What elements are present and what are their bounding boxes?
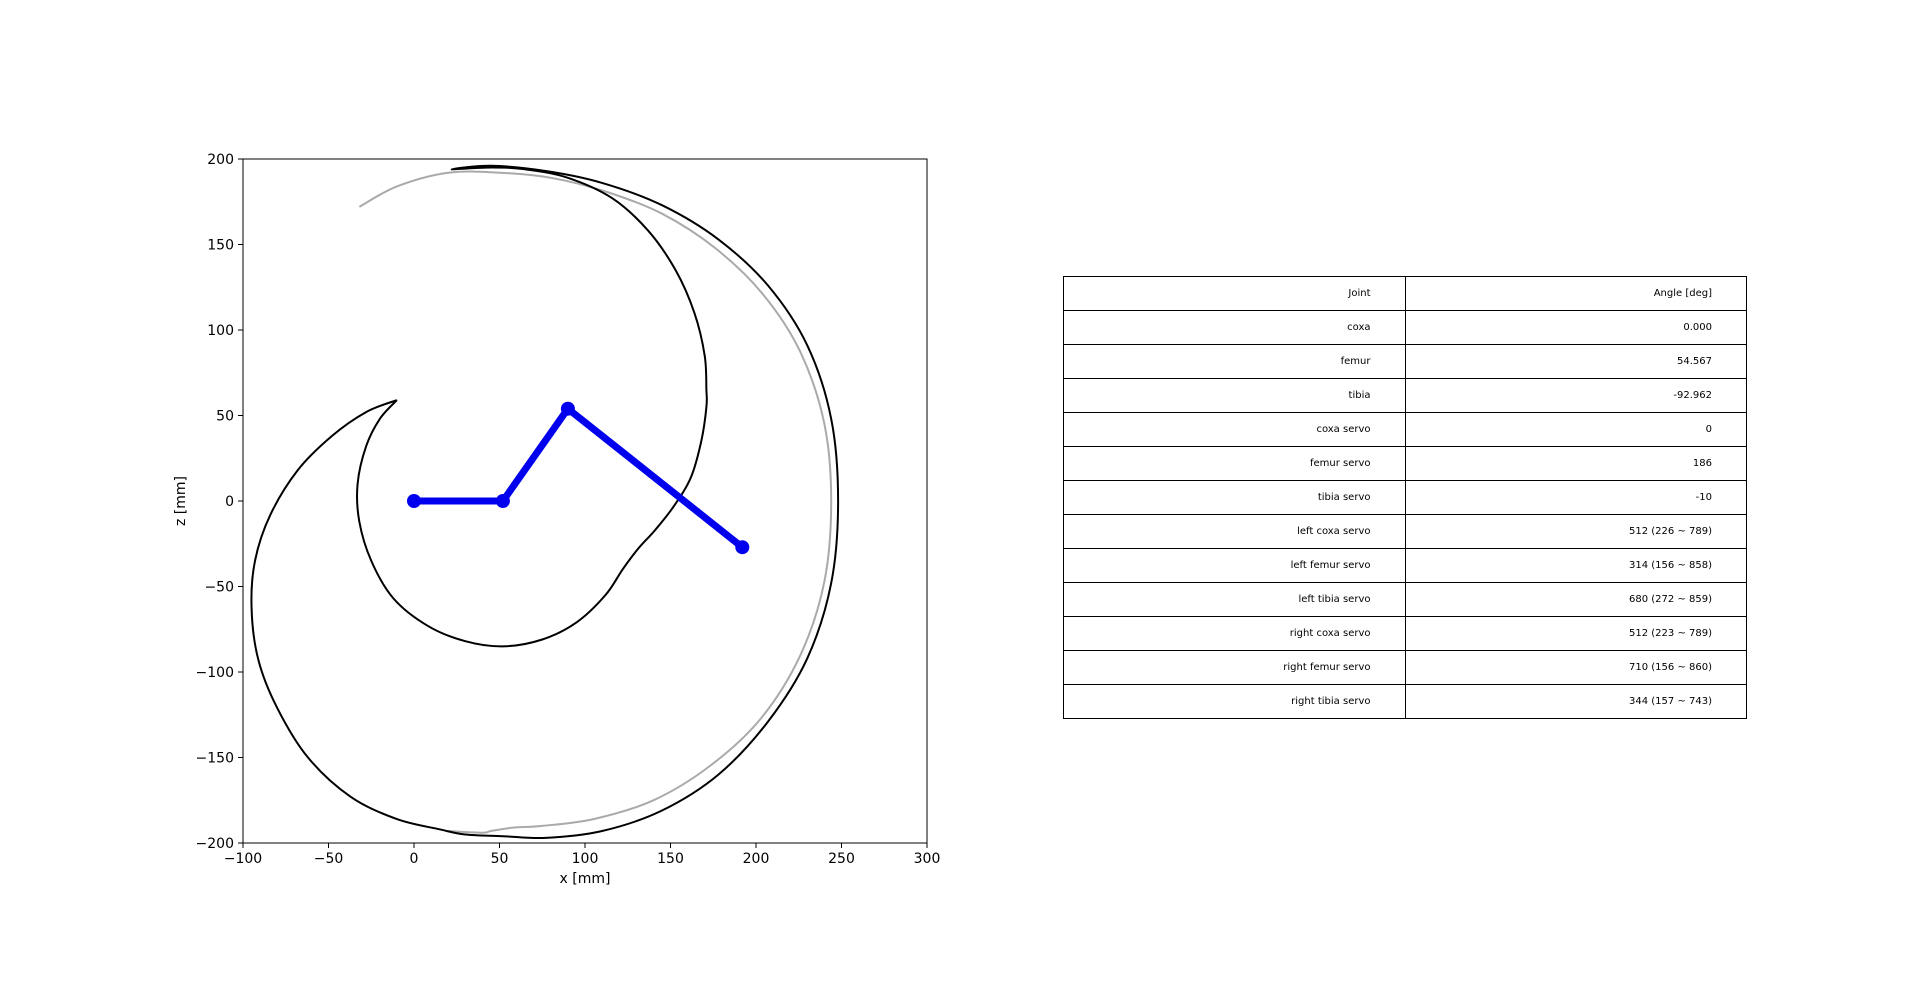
joint-name-cell: right coxa servo (1063, 616, 1406, 651)
x-tick-label: 150 (657, 851, 684, 867)
series-layer (250, 164, 840, 840)
plot-area-frame (242, 158, 928, 844)
y-tick-label: 0 (225, 494, 234, 510)
joint-name-cell: left coxa servo (1063, 514, 1406, 549)
table-header-angle: Angle [deg] (1404, 276, 1747, 311)
table-row: tibia servo -10 (1063, 480, 1747, 515)
y-axis-label: z [mm] (173, 476, 189, 526)
leg-joint-marker (495, 494, 510, 508)
x-tick-label: 250 (828, 851, 855, 867)
table-row: coxa 0.000 (1063, 310, 1747, 345)
x-tick-label: −100 (224, 851, 262, 867)
y-tick-label: 200 (207, 152, 234, 168)
joint-name-cell: left femur servo (1063, 548, 1406, 583)
joint-name-cell: femur servo (1063, 446, 1406, 481)
joint-name-cell: left tibia servo (1063, 582, 1406, 617)
table-row: right coxa servo 512 (223 ~ 789) (1063, 616, 1747, 651)
workspace-boundary-line (250, 164, 840, 840)
y-tick-label: −150 (196, 751, 234, 767)
x-tick-label: 100 (572, 851, 599, 867)
joint-name-cell: right femur servo (1063, 650, 1406, 685)
leg-line (410, 405, 746, 551)
table-header-joint: Joint (1063, 276, 1406, 311)
angle-value-cell: 512 (226 ~ 789) (1404, 514, 1747, 549)
angle-value-cell: -10 (1404, 480, 1747, 515)
joint-name-cell: coxa (1063, 310, 1406, 345)
workspace-reference-line (358, 170, 833, 834)
joint-angle-table: Joint Angle [deg] coxa 0.000 femur 54.567 ti… (1063, 276, 1747, 719)
x-tick-label: 0 (410, 851, 419, 867)
angle-value-cell: 54.567 (1404, 344, 1747, 379)
y-tick-label: −200 (196, 836, 234, 852)
x-axis-label: x [mm] (560, 871, 611, 887)
angle-value-cell: 710 (156 ~ 860) (1404, 650, 1747, 685)
angle-value-cell: 512 (223 ~ 789) (1404, 616, 1747, 651)
x-tick-label: −50 (314, 851, 344, 867)
table-row: left coxa servo 512 (226 ~ 789) (1063, 514, 1747, 549)
table-header-row: Joint Angle [deg] (1063, 276, 1747, 311)
y-tick-label: −50 (204, 580, 234, 596)
joint-name-cell: tibia (1063, 378, 1406, 413)
angle-value-cell: -92.962 (1404, 378, 1747, 413)
table-row: femur 54.567 (1063, 344, 1747, 379)
angle-value-cell: 680 (272 ~ 859) (1404, 582, 1747, 617)
y-tick-label: 150 (207, 238, 234, 254)
leg-joint-marker (735, 540, 750, 555)
x-tick-label: 200 (743, 851, 770, 867)
leg-joint-marker (407, 494, 421, 508)
angle-value-cell: 314 (156 ~ 858) (1404, 548, 1747, 583)
angle-value-cell: 0 (1404, 412, 1747, 447)
table-row: right femur servo 710 (156 ~ 860) (1063, 650, 1747, 685)
x-tick-label: 300 (914, 851, 941, 867)
y-tick-label: 50 (216, 409, 234, 425)
axis-ticks: −100 −50 0 50 100 150 200 250 300 −200 −150 −100 −50… (196, 152, 941, 867)
joint-name-cell: tibia servo (1063, 480, 1406, 515)
table-row: tibia -92.962 (1063, 378, 1747, 413)
table-row: coxa servo 0 (1063, 412, 1747, 447)
angle-value-cell: 344 (157 ~ 743) (1404, 684, 1747, 719)
x-tick-label: 50 (491, 851, 509, 867)
leg-joint-marker (560, 401, 575, 416)
table-row: left tibia servo 680 (272 ~ 859) (1063, 582, 1747, 617)
angle-value-cell: 0.000 (1404, 310, 1747, 345)
joint-name-cell: femur (1063, 344, 1406, 379)
table-row: right tibia servo 344 (157 ~ 743) (1063, 684, 1747, 719)
table-row: femur servo 186 (1063, 446, 1747, 481)
table-row: left femur servo 314 (156 ~ 858) (1063, 548, 1747, 583)
joint-name-cell: right tibia servo (1063, 684, 1406, 719)
angle-value-cell: 186 (1404, 446, 1747, 481)
joint-name-cell: coxa servo (1063, 412, 1406, 447)
y-tick-label: −100 (196, 665, 234, 681)
y-tick-label: 100 (207, 323, 234, 339)
